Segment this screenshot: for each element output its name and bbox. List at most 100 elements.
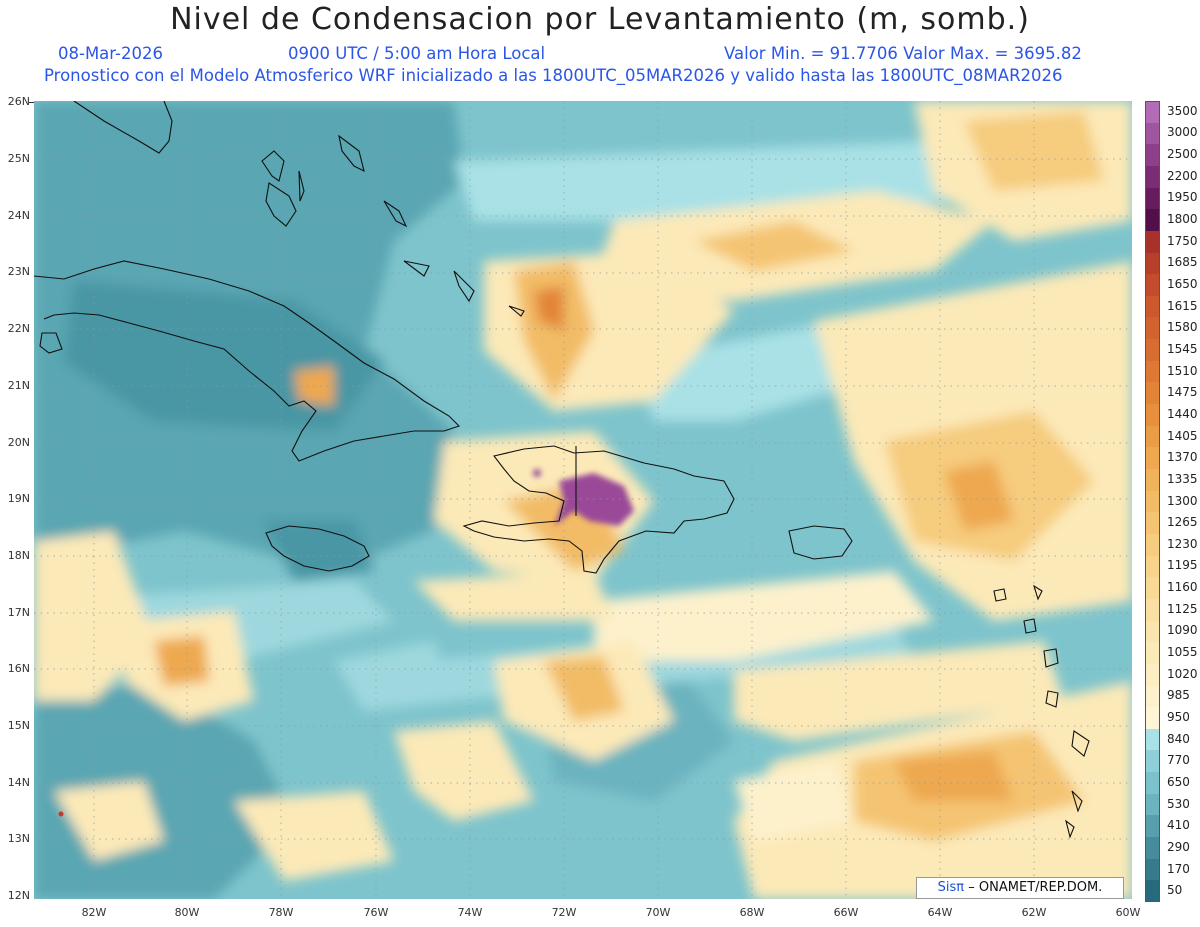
colorbar-swatch [1145,707,1160,730]
colorbar-label: 290 [1167,839,1190,854]
colorbar-swatch [1145,728,1160,751]
colorbar-label: 1335 [1167,471,1198,486]
colorbar-swatch [1145,165,1160,189]
colorbar-label: 3000 [1167,125,1198,140]
min-max-values: Valor Min. = 91.7706 Valor Max. = 3695.8… [724,44,1082,63]
purple-max-zone [533,469,634,526]
colorbar-label: 1230 [1167,536,1198,551]
colorbar-swatch [1145,382,1160,405]
colorbar-label: 50 [1167,883,1183,898]
colorbar-label: 1300 [1167,493,1198,508]
colorbar-swatch [1145,815,1160,838]
colorbar-swatch [1145,144,1160,167]
lat-label: 18N [7,549,30,562]
colorbar-swatch [1145,187,1160,210]
model-info: Pronostico con el Modelo Atmosferico WRF… [44,66,1063,85]
colorbar-swatch [1145,469,1160,492]
lat-label: 12N [7,889,30,902]
credit-box: Sisπ – ONAMET/REP.DOM. [916,877,1124,899]
colorbar-swatch [1145,750,1160,773]
colorbar-swatch [1145,663,1160,686]
colorbar-swatch [1145,512,1160,535]
colorbar-swatch [1145,230,1160,254]
lon-label: 70W [645,906,671,919]
colorbar-swatch [1145,598,1160,622]
colorbar-swatch [1145,490,1160,513]
colorbar-label: 1090 [1167,623,1198,638]
colorbar-label: 770 [1167,753,1190,768]
colorbar-label: 1405 [1167,428,1198,443]
colorbar-swatch [1145,252,1160,275]
colorbar-swatch [1145,447,1160,470]
colorbar-swatch [1145,837,1160,860]
colorbar-swatch [1145,425,1160,448]
colorbar-label: 1440 [1167,406,1198,421]
colorbar-swatch [1145,555,1160,578]
lat-label: 17N [7,606,30,619]
forecast-time: 0900 UTC / 5:00 am Hora Local [288,44,546,63]
colorbar-label: 1125 [1167,601,1198,616]
lon-label: 60W [1115,906,1141,919]
colorbar-label: 1020 [1167,666,1198,681]
coastlines [34,101,1090,839]
lcl-map [34,101,1132,899]
colorbar-label: 1475 [1167,385,1198,400]
colorbar-label: 1950 [1167,190,1198,205]
lon-label: 82W [81,906,107,919]
credit-text: – ONAMET/REP.DOM. [968,880,1103,895]
lat-label: 15N [7,719,30,732]
lat-label: 26N [7,95,30,108]
colorbar-label: 985 [1167,688,1190,703]
colorbar-swatch [1145,793,1160,816]
colorbar-swatch [1145,295,1160,318]
lat-label: 20N [7,436,30,449]
colorbar-label: 1055 [1167,645,1198,660]
forecast-date: 08-Mar-2026 [58,44,163,63]
colorbar-label: 3500 [1167,103,1198,118]
map-title: Nivel de Condensacion por Levantamiento … [170,2,1030,37]
colorbar-swatch [1145,339,1160,362]
colorbar-swatch [1145,360,1160,383]
colorbar-swatch [1145,533,1160,557]
colorbar-label: 2500 [1167,147,1198,162]
lat-label: 22N [7,322,30,335]
colorbar-label: 1800 [1167,212,1198,227]
colorbar-label: 1545 [1167,341,1198,356]
colorbar-swatch [1145,404,1160,427]
colorbar-swatch [1145,880,1160,903]
lon-label: 66W [833,906,859,919]
lon-label: 76W [363,906,389,919]
lon-label: 74W [457,906,483,919]
lon-label: 80W [174,906,200,919]
colorbar-label: 1510 [1167,363,1198,378]
lon-label: 68W [739,906,765,919]
lat-label: 16N [7,662,30,675]
colorbar-swatch [1145,274,1160,297]
colorbar-swatch [1145,858,1160,881]
lat-label: 13N [7,832,30,845]
colorbar-label: 1160 [1167,580,1198,595]
lat-label: 19N [7,492,30,505]
colorbar-label: 2200 [1167,168,1198,183]
lon-label: 78W [268,906,294,919]
lat-label: 21N [7,379,30,392]
colorbar-label: 840 [1167,731,1190,746]
colorbar-label: 1650 [1167,277,1198,291]
colorbar-label: 1750 [1167,233,1198,248]
colorbar-swatch [1145,620,1160,643]
colorbar-label: 1195 [1167,558,1198,573]
colorbar-label: 530 [1167,796,1190,811]
lat-tick [29,102,34,103]
colorbar-label: 170 [1167,861,1190,876]
colorbar-label: 1685 [1167,255,1198,270]
lat-label: 25N [7,152,30,165]
lon-label: 62W [1021,906,1047,919]
colorbar-label: 1370 [1167,450,1198,465]
colorbar-swatch [1145,685,1160,708]
lat-label: 23N [7,265,30,278]
lon-label: 72W [551,906,577,919]
lat-label: 24N [7,209,30,222]
colorbar-swatch [1145,642,1160,665]
credit-brand: Sisπ [937,880,965,895]
colorbar-swatch [1145,772,1160,795]
